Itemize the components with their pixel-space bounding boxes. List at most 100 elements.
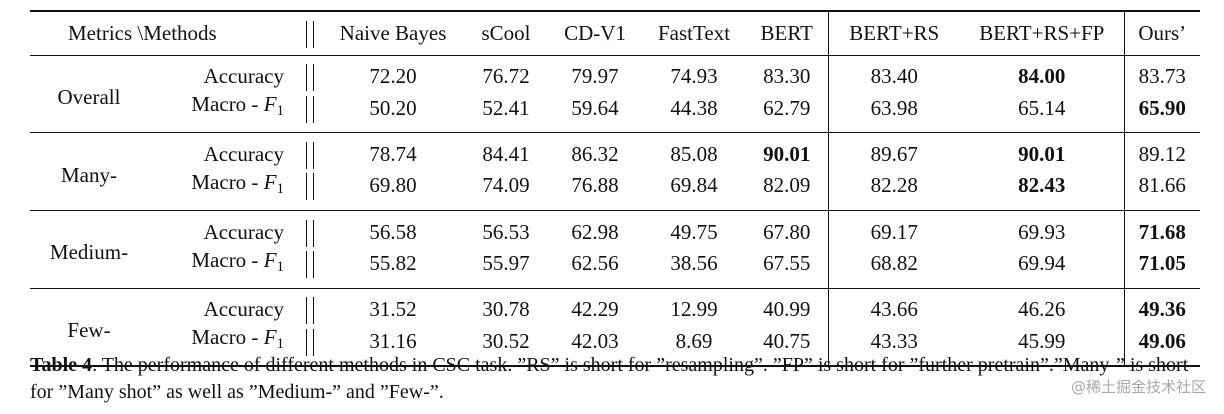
table-cell: 62.79 [746, 91, 828, 133]
method-header: sCool [464, 11, 548, 55]
table-cell: 76.88 [548, 169, 642, 211]
double-rule [298, 247, 322, 289]
table-row: Macro - F1 55.82 55.97 62.56 38.56 67.55 68.82… [30, 247, 1200, 289]
table-cell: 74.93 [642, 55, 746, 91]
metric-macro-f1-label: Macro - F1 [148, 247, 298, 289]
table-cell: 68.82 [828, 247, 960, 289]
table-cell: 67.80 [746, 210, 828, 246]
metric-subscript: 1 [277, 181, 285, 197]
metric-var: F [264, 325, 277, 349]
table-cell: 38.56 [642, 247, 746, 289]
table-caption: Table 4. The performance of different me… [30, 352, 1210, 406]
table-cell: 42.29 [548, 288, 642, 324]
method-header: CD-V1 [548, 11, 642, 55]
header-row: Metrics \Methods Naive Bayes sCool CD-V1… [30, 11, 1200, 55]
table-cell: 79.97 [548, 55, 642, 91]
table-cell: 67.55 [746, 247, 828, 289]
table-cell: 89.67 [828, 133, 960, 169]
method-header: BERT+RS+FP [960, 11, 1124, 55]
table-cell: 84.41 [464, 133, 548, 169]
table-cell: 56.58 [322, 210, 464, 246]
metric-text: Accuracy [204, 64, 284, 88]
method-header: Ours’ [1124, 11, 1200, 55]
table-cell: 52.41 [464, 91, 548, 133]
table-cell: 65.90 [1124, 91, 1200, 133]
metric-text: Accuracy [204, 142, 284, 166]
metric-text: Macro - [191, 248, 263, 272]
method-header: FastText [642, 11, 746, 55]
table-cell: 55.97 [464, 247, 548, 289]
metric-subscript: 1 [277, 103, 285, 119]
metric-accuracy-label: Accuracy [148, 55, 298, 91]
metric-macro-f1-label: Macro - F1 [148, 169, 298, 211]
table-cell: 83.73 [1124, 55, 1200, 91]
table-cell: 63.98 [828, 91, 960, 133]
table-cell: 76.72 [464, 55, 548, 91]
table-cell: 90.01 [960, 133, 1124, 169]
table-cell: 71.05 [1124, 247, 1200, 289]
table-cell: 71.68 [1124, 210, 1200, 246]
table-cell: 12.99 [642, 288, 746, 324]
table-row: Overall Accuracy 72.20 76.72 79.97 74.93 83.30… [30, 55, 1200, 91]
metric-accuracy-label: Accuracy [148, 210, 298, 246]
method-header: BERT [746, 11, 828, 55]
double-rule [298, 210, 322, 246]
results-table-container: Metrics \Methods Naive Bayes sCool CD-V1… [30, 10, 1200, 367]
double-rule [298, 169, 322, 211]
table-cell: 56.53 [464, 210, 548, 246]
table-cell: 82.09 [746, 169, 828, 211]
table-body: Overall Accuracy 72.20 76.72 79.97 74.93 83.30… [30, 55, 1200, 366]
metric-var: F [264, 92, 277, 116]
metric-subscript: 1 [277, 336, 285, 352]
metric-subscript: 1 [277, 259, 285, 275]
metric-text: Accuracy [204, 220, 284, 244]
table-cell: 78.74 [322, 133, 464, 169]
table-cell: 81.66 [1124, 169, 1200, 211]
table-cell: 40.99 [746, 288, 828, 324]
double-rule [298, 55, 322, 91]
metric-var: F [264, 248, 277, 272]
method-header: BERT+RS [828, 11, 960, 55]
table-cell: 85.08 [642, 133, 746, 169]
table-row: Few- Accuracy 31.52 30.78 42.29 12.99 40.99 43.… [30, 288, 1200, 324]
metric-accuracy-label: Accuracy [148, 133, 298, 169]
table-cell: 62.56 [548, 247, 642, 289]
table-row: Medium- Accuracy 56.58 56.53 62.98 49.75 67.80… [30, 210, 1200, 246]
table-row: Many- Accuracy 78.74 84.41 86.32 85.08 90.01 89… [30, 133, 1200, 169]
table-row: Macro - F1 69.80 74.09 76.88 69.84 82.09 82.28… [30, 169, 1200, 211]
table-cell: 59.64 [548, 91, 642, 133]
table-cell: 90.01 [746, 133, 828, 169]
group-label: Medium- [30, 210, 148, 288]
table-cell: 69.80 [322, 169, 464, 211]
metric-text: Macro - [191, 325, 263, 349]
double-rule [298, 288, 322, 324]
double-rule [298, 91, 322, 133]
caption-label: Table 4 [30, 354, 92, 376]
table-cell: 65.14 [960, 91, 1124, 133]
table-cell: 62.98 [548, 210, 642, 246]
method-header: Naive Bayes [322, 11, 464, 55]
metric-var: F [264, 170, 277, 194]
metric-text: Macro - [191, 170, 263, 194]
watermark: @稀土掘金技术社区 [1071, 376, 1206, 397]
metric-accuracy-label: Accuracy [148, 288, 298, 324]
table-cell: 69.84 [642, 169, 746, 211]
table-cell: 55.82 [322, 247, 464, 289]
table-cell: 74.09 [464, 169, 548, 211]
double-rule [298, 133, 322, 169]
table-cell: 83.40 [828, 55, 960, 91]
table-cell: 49.36 [1124, 288, 1200, 324]
table-cell: 89.12 [1124, 133, 1200, 169]
metric-text: Macro - [191, 92, 263, 116]
table-cell: 31.52 [322, 288, 464, 324]
group-label: Many- [30, 133, 148, 211]
metric-macro-f1-label: Macro - F1 [148, 91, 298, 133]
caption-text: . The performance of different methods i… [30, 354, 1188, 403]
corner-header: Metrics \Methods [30, 11, 298, 55]
group-label: Overall [30, 55, 148, 133]
table-cell: 83.30 [746, 55, 828, 91]
table-cell: 69.94 [960, 247, 1124, 289]
table-cell: 69.17 [828, 210, 960, 246]
table-cell: 82.28 [828, 169, 960, 211]
table-cell: 50.20 [322, 91, 464, 133]
